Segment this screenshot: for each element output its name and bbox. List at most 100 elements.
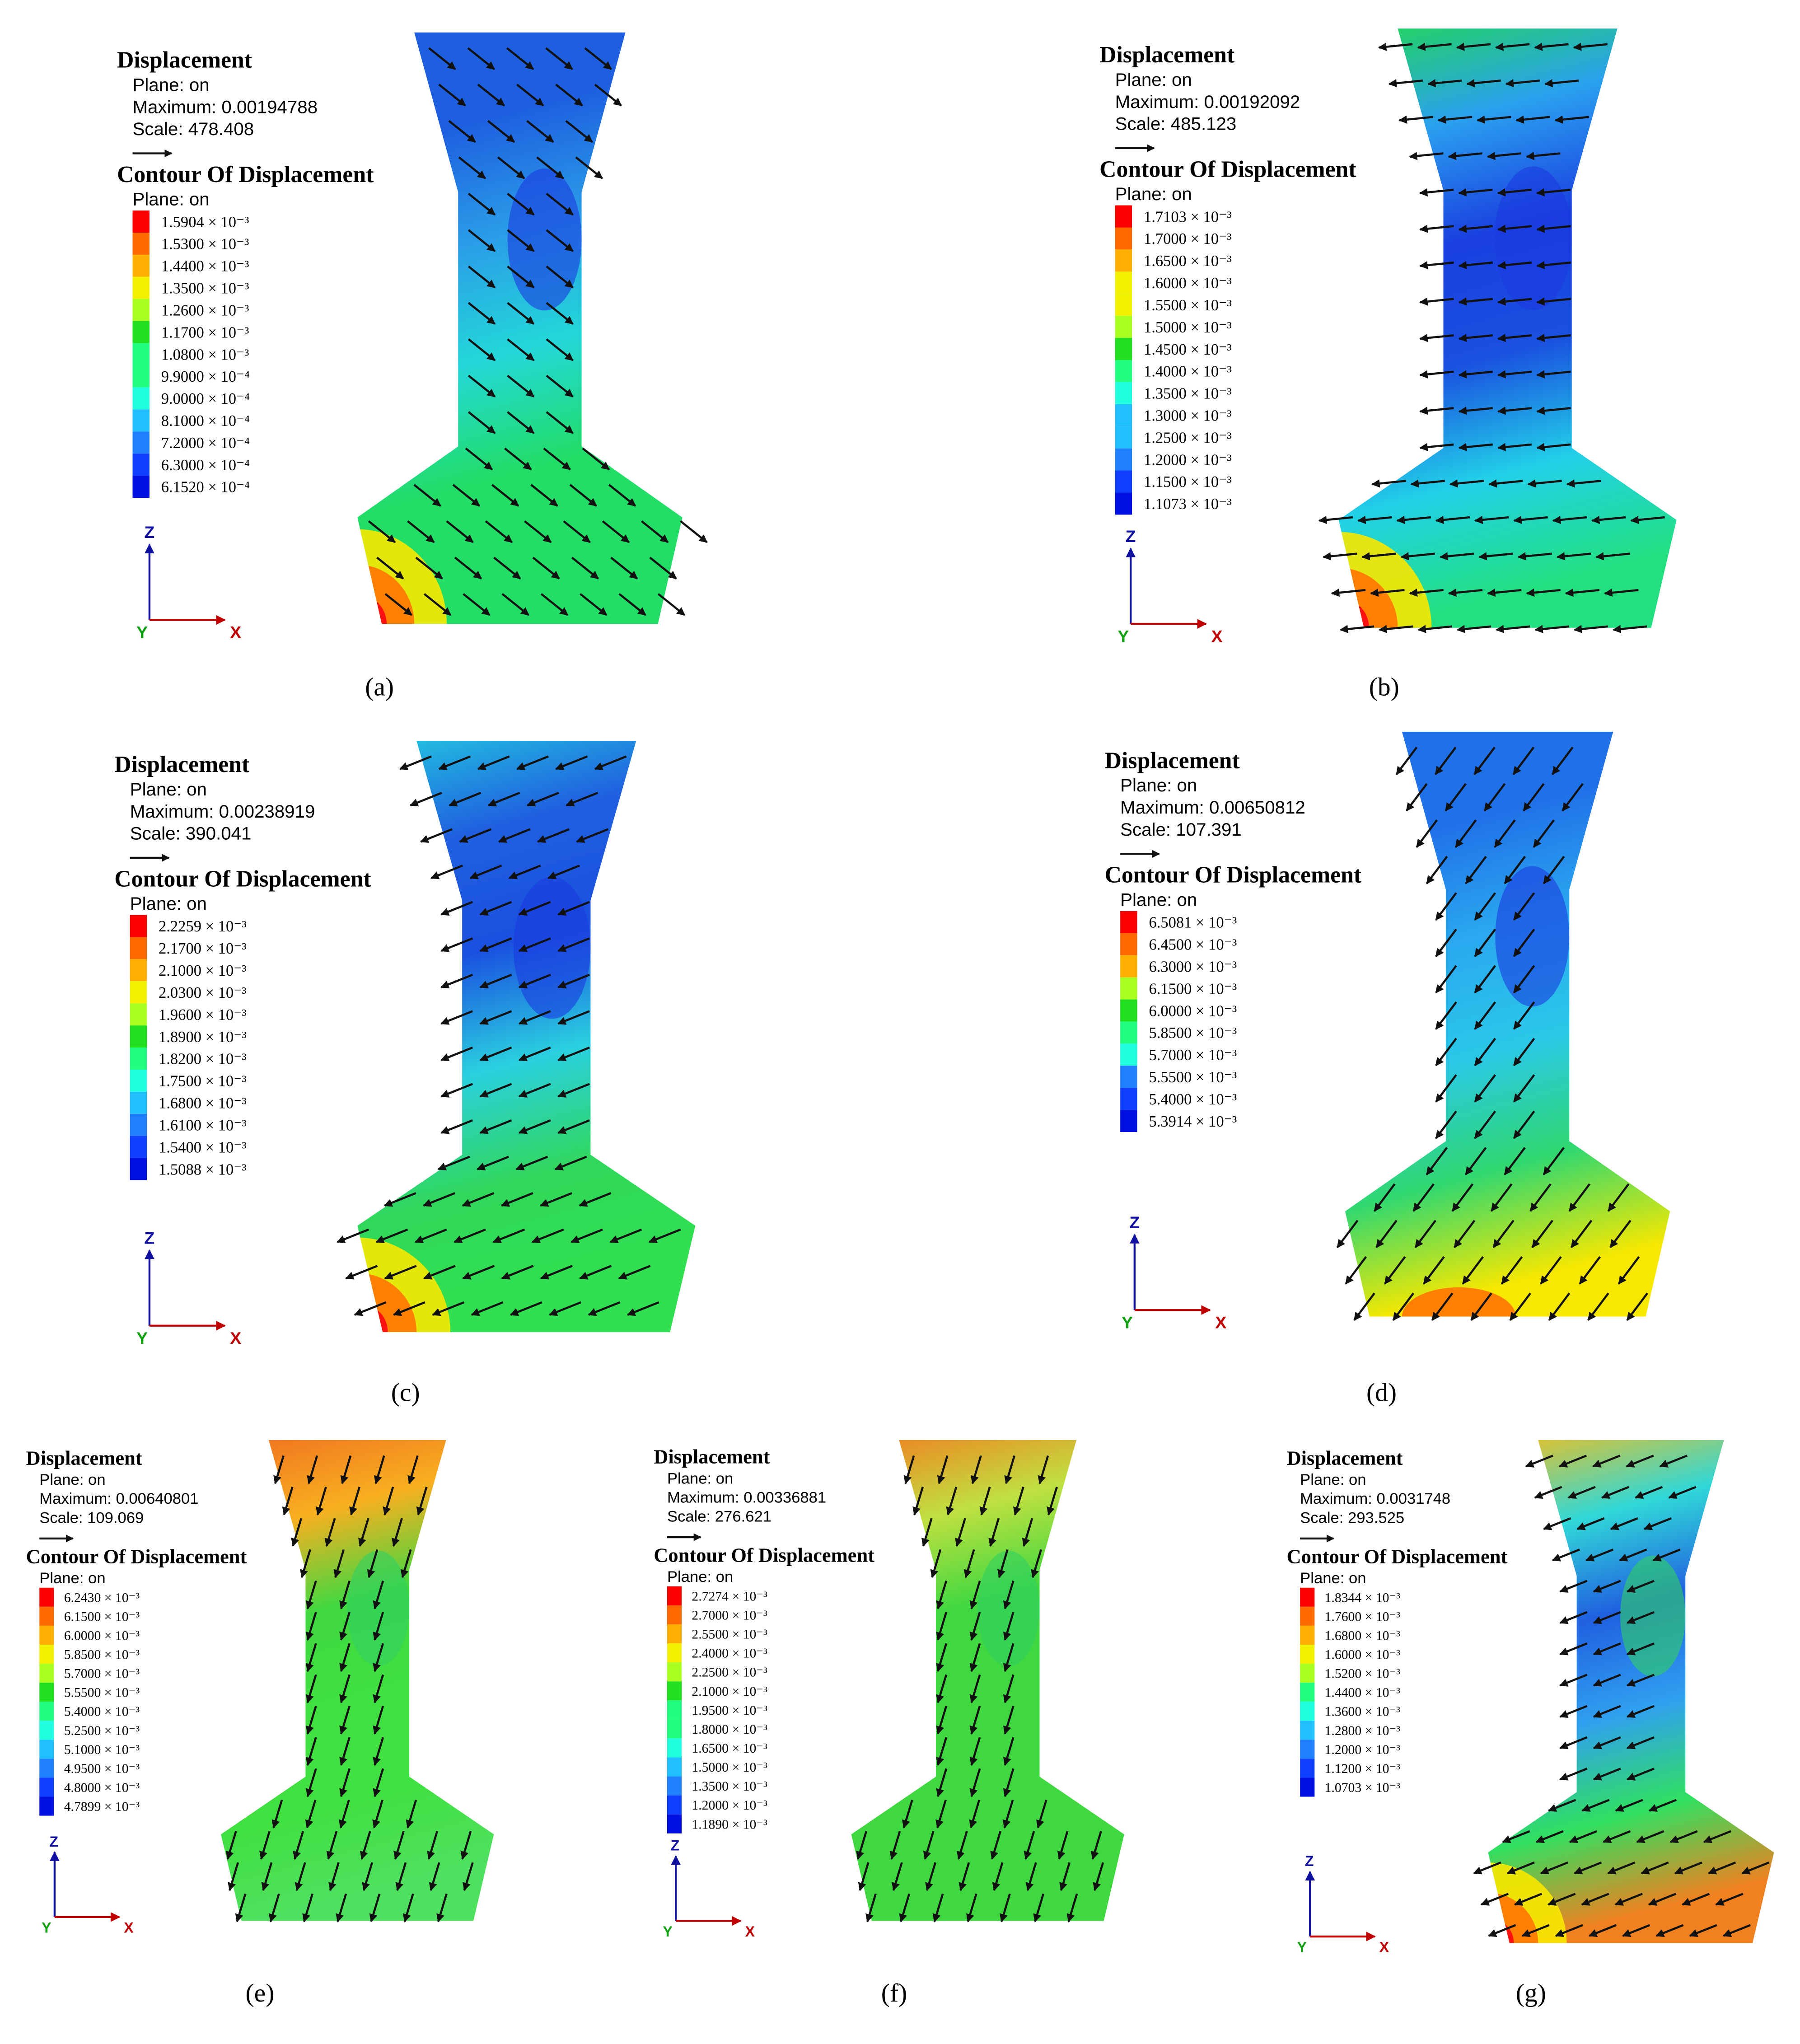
arrow xyxy=(1370,588,1405,597)
legend-level: 4.9500 × 10⁻³ xyxy=(64,1762,140,1776)
arrow xyxy=(1581,1799,1610,1812)
legend-swatch xyxy=(130,1025,147,1048)
contour xyxy=(1402,1287,1516,1317)
arrow xyxy=(969,1674,981,1703)
arrow xyxy=(373,1643,384,1672)
legend-level: 9.9000 × 10⁻⁴ xyxy=(161,368,250,385)
arrow xyxy=(367,1549,379,1578)
legend-swatch xyxy=(1115,316,1132,338)
x-label: X xyxy=(1211,627,1223,645)
legend-swatch xyxy=(667,1643,682,1663)
arrow xyxy=(1445,783,1467,812)
arrow xyxy=(1593,1736,1621,1749)
arrow xyxy=(545,47,573,70)
arrow xyxy=(1593,1642,1621,1656)
arrow xyxy=(969,1768,981,1797)
legend-title: Displacement xyxy=(1286,1447,1403,1469)
arrow xyxy=(1003,1737,1015,1766)
legend-swatch xyxy=(132,233,150,255)
arrow xyxy=(393,1831,405,1860)
arrow xyxy=(305,1580,317,1610)
arrow xyxy=(518,1083,551,1098)
panel: Displacement Plane: on Maximum: 0.0031748 S… xyxy=(1286,1440,1774,2007)
arrow xyxy=(1373,1183,1396,1212)
arrow xyxy=(1477,115,1511,124)
arrow xyxy=(384,593,412,616)
arrow xyxy=(463,593,491,616)
arrow xyxy=(536,156,564,179)
arrow xyxy=(892,1862,903,1891)
arrow xyxy=(1619,1548,1647,1562)
legend-swatch xyxy=(132,454,150,476)
arrow xyxy=(1517,552,1552,561)
arrow xyxy=(946,1487,958,1516)
y-label: Y xyxy=(663,1923,672,1940)
arrow xyxy=(1689,1924,1717,1937)
arrow xyxy=(1412,1183,1435,1212)
arrow xyxy=(273,1455,285,1484)
arrow xyxy=(358,1518,369,1547)
arrow xyxy=(407,1455,419,1484)
arrow xyxy=(1509,1292,1532,1321)
legend-level: 5.5500 × 10⁻³ xyxy=(64,1686,140,1700)
arrow xyxy=(1593,1611,1621,1624)
arrow xyxy=(1488,1924,1516,1937)
arrow xyxy=(427,1831,439,1860)
body xyxy=(357,741,696,1333)
legend-level: 5.7000 × 10⁻³ xyxy=(1149,1047,1237,1064)
arrow xyxy=(429,1862,440,1891)
arrow xyxy=(1025,1862,1037,1891)
legend-swatch xyxy=(130,1113,147,1136)
legend-swatch xyxy=(667,1757,682,1777)
arrow xyxy=(1473,747,1496,775)
contour-title: Contour Of Displacement xyxy=(1099,156,1356,182)
arrow xyxy=(1536,407,1571,415)
arrow xyxy=(1474,965,1496,994)
legend-swatch xyxy=(1300,1740,1315,1759)
arrow xyxy=(477,755,510,770)
arrow xyxy=(302,1893,313,1922)
arrow xyxy=(1059,1862,1071,1891)
arrow xyxy=(1513,1074,1535,1103)
arrow xyxy=(507,229,535,252)
arrow xyxy=(1534,1486,1562,1499)
arrow xyxy=(1002,1799,1014,1829)
arrow xyxy=(354,1301,387,1316)
legend-level: 6.1520 × 10⁻⁴ xyxy=(161,479,250,496)
arrow xyxy=(902,1799,913,1829)
arrow xyxy=(518,1010,551,1025)
arrow xyxy=(1559,1768,1588,1781)
arrow xyxy=(479,1010,512,1025)
arrow xyxy=(971,1455,982,1484)
arrow xyxy=(1593,1705,1621,1718)
arrow xyxy=(1497,333,1532,342)
arrow xyxy=(1585,1548,1614,1562)
arrow xyxy=(507,192,535,216)
arrow xyxy=(1318,515,1353,524)
legend-swatch xyxy=(39,1625,54,1645)
arrow xyxy=(1544,79,1579,88)
arrow xyxy=(305,1643,317,1672)
arrow xyxy=(526,120,554,143)
legend-swatch xyxy=(132,276,150,299)
arrow xyxy=(485,520,513,543)
legend-swatch xyxy=(667,1814,682,1834)
arrow xyxy=(1022,1518,1033,1547)
arrow xyxy=(1458,333,1493,342)
arrow xyxy=(1375,1220,1398,1249)
arrow xyxy=(579,1192,612,1207)
arrow xyxy=(579,1265,612,1280)
legend-level: 1.6500 × 10⁻³ xyxy=(692,1741,767,1756)
legend-level: 8.1000 × 10⁻⁴ xyxy=(161,412,250,430)
caption: (c) xyxy=(391,1379,420,1407)
arrow xyxy=(957,1831,968,1860)
arrow xyxy=(565,120,593,143)
legend-level: 1.9500 × 10⁻³ xyxy=(692,1703,767,1718)
legend-swatch xyxy=(132,321,150,343)
contour xyxy=(357,1302,388,1333)
legend-swatch xyxy=(39,1759,54,1778)
arrow xyxy=(1419,297,1454,306)
arrow xyxy=(1331,588,1366,597)
arrow xyxy=(1555,1924,1583,1937)
